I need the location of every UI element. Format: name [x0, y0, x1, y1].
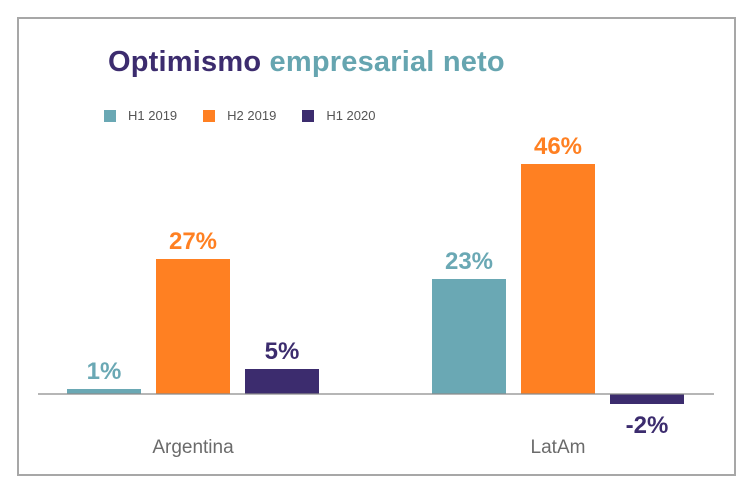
legend-swatch-h1-2019 [104, 109, 116, 122]
category-label-argentina: Argentina [152, 437, 234, 458]
legend-item-h2-2019: H2 2019 [203, 108, 276, 123]
bar-argentina-h1-2020 [245, 369, 319, 394]
bar-latam-h2-2019 [521, 164, 595, 394]
legend-swatch-h2-2019 [203, 109, 216, 122]
bar-latam-h1-2019 [432, 279, 506, 394]
data-label-latam-h1-2019: 23% [445, 248, 493, 275]
data-label-latam-h1-2020: -2% [626, 412, 669, 439]
bar-latam-h1-2020 [610, 394, 684, 404]
data-label-argentina-h1-2019: 1% [87, 358, 122, 385]
data-label-latam-h2-2019: 46% [534, 133, 582, 160]
legend-item-h1-2020: H1 2020 [302, 108, 375, 123]
legend-item-h1-2019: H1 2019 [104, 108, 177, 123]
legend-label-h2-2019: H2 2019 [227, 108, 277, 123]
data-label-argentina-h2-2019: 27% [169, 228, 217, 255]
chart-title-part2: empresarial neto [269, 46, 505, 78]
chart-legend: H1 2019 H2 2019 H1 2020 [104, 108, 401, 123]
chart-title-part1: Optimismo [108, 46, 262, 78]
bar-argentina-h1-2019 [67, 389, 141, 394]
legend-label-h1-2020: H1 2020 [326, 108, 376, 123]
data-label-argentina-h1-2020: 5% [265, 338, 300, 365]
legend-label-h1-2019: H1 2019 [128, 108, 178, 123]
legend-swatch-h1-2020 [302, 109, 315, 122]
category-label-latam: LatAm [531, 437, 586, 458]
chart-title: Optimismo empresarial neto [108, 46, 505, 79]
bar-argentina-h2-2019 [156, 259, 230, 394]
